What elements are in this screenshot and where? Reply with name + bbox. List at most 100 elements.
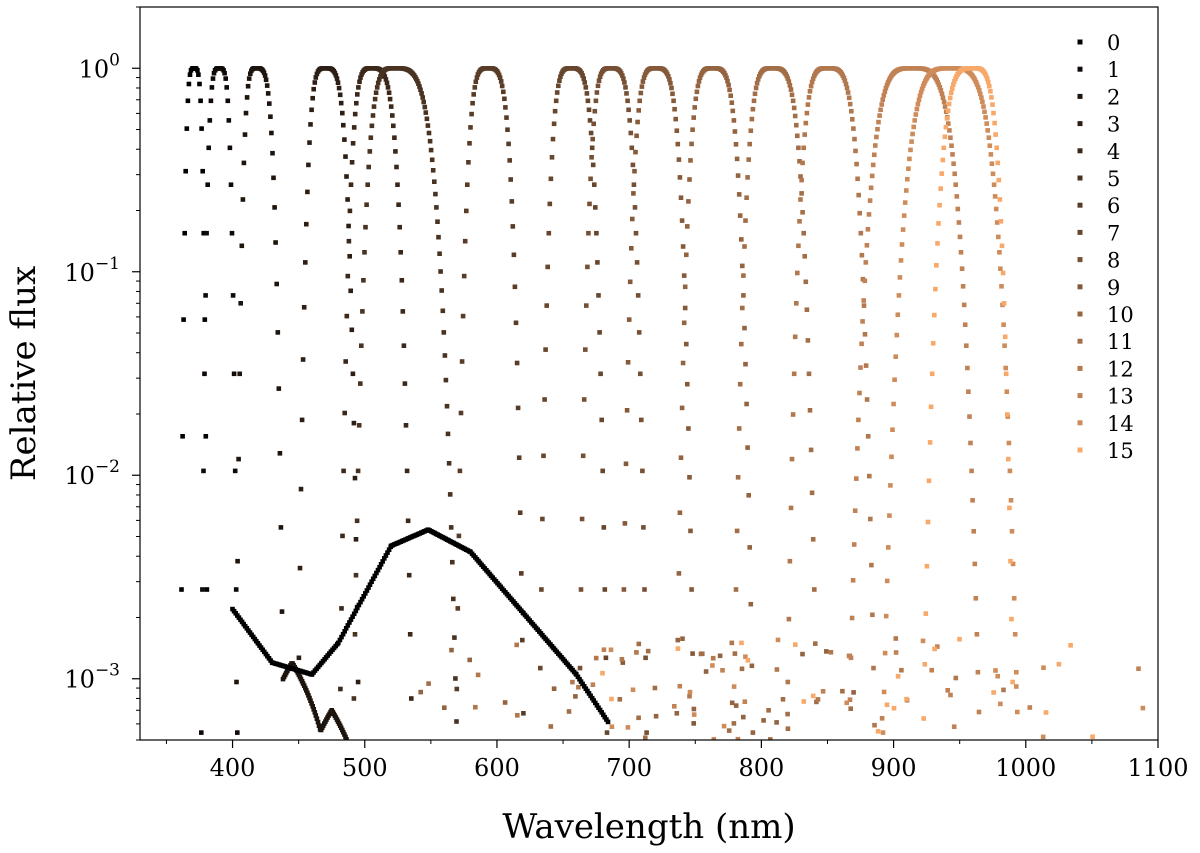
point-series-4 (340, 533, 345, 539)
point-background (383, 553, 389, 558)
point-series-11 (796, 145, 801, 151)
series-12 (473, 66, 1006, 728)
point-series-6 (521, 711, 526, 716)
point-series-5 (423, 110, 429, 115)
point-series-10 (686, 199, 691, 204)
noise-point-series-14 (995, 673, 1000, 679)
point-series-15 (933, 286, 938, 292)
point-series-11 (740, 305, 745, 311)
point-series-3 (351, 420, 357, 426)
legend-label: 2 (1107, 85, 1120, 109)
point-series-15 (946, 101, 952, 107)
point-series-8 (623, 85, 628, 90)
point-series-6 (510, 224, 516, 229)
point-series-10 (743, 361, 748, 367)
point-series-4 (391, 123, 396, 129)
point-series-12 (850, 117, 855, 122)
point-series-3 (347, 254, 352, 259)
point-series-15 (932, 312, 937, 318)
series-2 (234, 66, 349, 740)
point-background (574, 672, 579, 677)
point-series-11 (736, 426, 742, 431)
point-series-3 (311, 86, 316, 92)
point-series-10 (697, 75, 703, 80)
x-tick-label: 700 (606, 754, 652, 782)
point-series-10 (744, 401, 749, 407)
point-series-5 (421, 99, 426, 105)
point-series-15 (940, 157, 946, 163)
point-series-6 (461, 273, 467, 279)
legend-marker (1077, 39, 1083, 45)
point-series-15 (999, 243, 1005, 249)
point-series-1 (201, 468, 206, 474)
point-series-15 (943, 124, 949, 130)
point-series-14 (914, 106, 920, 112)
point-series-13 (866, 212, 872, 217)
point-background (347, 620, 352, 625)
point-series-12 (805, 102, 811, 107)
point-series-14 (888, 483, 893, 488)
point-background (339, 634, 344, 640)
point-series-10 (734, 156, 740, 162)
point-series-12 (854, 161, 859, 167)
point-series-2 (316, 723, 322, 728)
point-series-8 (586, 230, 591, 236)
point-series-2 (301, 683, 307, 688)
point-series-15 (993, 132, 998, 137)
point-series-12 (849, 108, 854, 114)
point-series-8 (593, 98, 599, 104)
point-series-9 (627, 279, 633, 285)
point-series-5 (454, 719, 459, 724)
point-series-10 (724, 75, 729, 81)
legend-marker (1077, 257, 1083, 263)
point-series-13 (884, 82, 890, 88)
point-series-15 (938, 186, 943, 191)
point-series-12 (787, 558, 793, 564)
point-series-10 (726, 82, 731, 88)
point-series-9 (673, 116, 678, 122)
point-series-9 (672, 106, 677, 112)
point-series-8 (583, 347, 588, 352)
point-series-11 (790, 98, 796, 104)
point-series-11 (794, 122, 799, 128)
point-series-14 (1002, 343, 1007, 348)
point-background (605, 719, 611, 725)
point-series-4 (382, 74, 388, 79)
point-series-5 (444, 403, 450, 409)
noise-point-series-14 (710, 663, 715, 668)
noise-point-series-10 (741, 714, 746, 720)
point-series-13 (858, 365, 863, 370)
point-series-13 (874, 134, 879, 140)
point-series-13 (962, 322, 968, 327)
point-series-15 (988, 89, 993, 94)
point-series-1 (206, 145, 211, 151)
noise-point-series-13 (935, 644, 940, 649)
noise-point-series-13 (945, 688, 950, 693)
point-series-9 (635, 119, 640, 125)
point-series-14 (1010, 561, 1016, 567)
point-series-2 (268, 114, 273, 119)
noise-point-series-15 (932, 646, 937, 652)
point-series-15 (1003, 371, 1009, 377)
point-series-6 (459, 359, 465, 364)
point-series-9 (632, 168, 637, 174)
point-background (356, 602, 362, 608)
point-series-13 (953, 182, 958, 187)
point-series-15 (951, 82, 956, 87)
point-series-12 (841, 75, 847, 81)
point-series-14 (986, 135, 992, 140)
point-series-9 (676, 157, 682, 162)
noise-point-series-14 (1040, 734, 1046, 740)
point-series-4 (342, 410, 347, 416)
point-series-4 (352, 111, 358, 117)
point-background (593, 700, 598, 706)
point-series-4 (404, 468, 410, 474)
point-series-9 (626, 317, 632, 322)
point-series-14 (975, 85, 981, 90)
legend-item-1: 1 (1077, 58, 1120, 82)
noise-point-series-14 (743, 654, 748, 659)
point-series-1 (211, 70, 217, 76)
point-series-5 (426, 130, 432, 136)
point-series-10 (736, 192, 742, 197)
point-series-5 (362, 250, 367, 255)
